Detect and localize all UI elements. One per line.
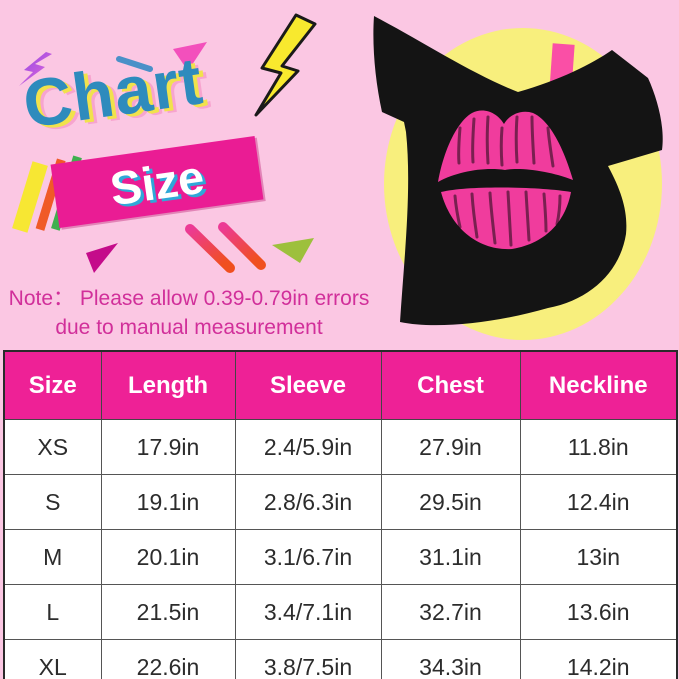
measurement-cell: 19.1in [100,474,236,530]
measurement-cell: 13in [519,529,678,585]
measurement-cell: 14.2in [519,639,678,679]
lips-print [438,110,573,250]
measurement-cell: 2.8/6.3in [234,474,382,530]
measurement-cell: 2.4/5.9in [234,419,382,475]
table-header-row: Size Length Sleeve Chest Neckline [3,350,678,420]
logo-size-word: Size [106,149,208,215]
gradient-lines-icon [185,222,266,273]
blue-dash-icon [116,56,153,72]
measurement-cell: 11.8in [519,419,678,475]
size-cell: S [3,474,102,530]
lightning-bolt-icon [254,13,317,117]
measurement-cell: 17.9in [100,419,236,475]
measurement-cell: 20.1in [100,529,236,585]
column-header: Length [100,350,236,420]
measurement-cell: 3.1/6.7in [234,529,382,585]
table-row: S 19.1in 2.8/6.3in 29.5in 12.4in [3,474,678,530]
table-row: L 21.5in 3.4/7.1in 32.7in 13.6in [3,584,678,640]
measurement-cell: 13.6in [519,584,678,640]
measurement-cell: 3.4/7.1in [234,584,382,640]
measurement-cell: 21.5in [100,584,236,640]
table-body: XS 17.9in 2.4/5.9in 27.9in 11.8in S 19.1in 2.8/… [3,419,678,679]
note-line-1: Note： Please allow 0.39-0.79in errors [8,287,370,310]
magenta-triangle-icon [86,243,118,273]
tshirt-image [373,16,663,326]
measurement-cell: 31.1in [380,529,521,585]
measurement-cell: 12.4in [519,474,678,530]
measurement-cell: 3.8/7.5in [234,639,382,679]
measurement-note: Note： Please allow 0.39-0.79in errors du… [0,284,378,342]
size-cell: L [3,584,102,640]
column-header: Neckline [519,350,678,420]
measurement-cell: 32.7in [380,584,521,640]
table-row: M 20.1in 3.1/6.7in 31.1in 13in [3,529,678,585]
measurement-cell: 22.6in [100,639,236,679]
green-triangle-icon [272,238,314,263]
size-chart-table: Size Length Sleeve Chest Neckline XS 17.9in 2.… [3,350,678,679]
size-cell: XS [3,419,102,475]
size-cell: XL [3,639,102,679]
column-header: Chest [380,350,521,420]
column-header: Size [3,350,102,420]
purple-bolt-icon [19,52,52,86]
table-row: XL 22.6in 3.8/7.5in 34.3in 14.2in [3,639,678,679]
measurement-cell: 27.9in [380,419,521,475]
measurement-cell: 29.5in [380,474,521,530]
measurement-cell: 34.3in [380,639,521,679]
table-row: XS 17.9in 2.4/5.9in 27.9in 11.8in [3,419,678,475]
pink-triangle-icon [173,42,207,71]
column-header: Sleeve [234,350,382,420]
size-cell: M [3,529,102,585]
note-line-2: due to manual measurement [55,316,323,339]
